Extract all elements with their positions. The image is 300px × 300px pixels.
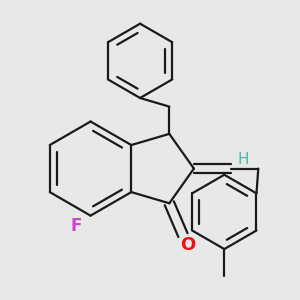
Text: O: O [180,236,195,254]
Text: F: F [70,217,81,235]
Text: H: H [238,152,249,167]
